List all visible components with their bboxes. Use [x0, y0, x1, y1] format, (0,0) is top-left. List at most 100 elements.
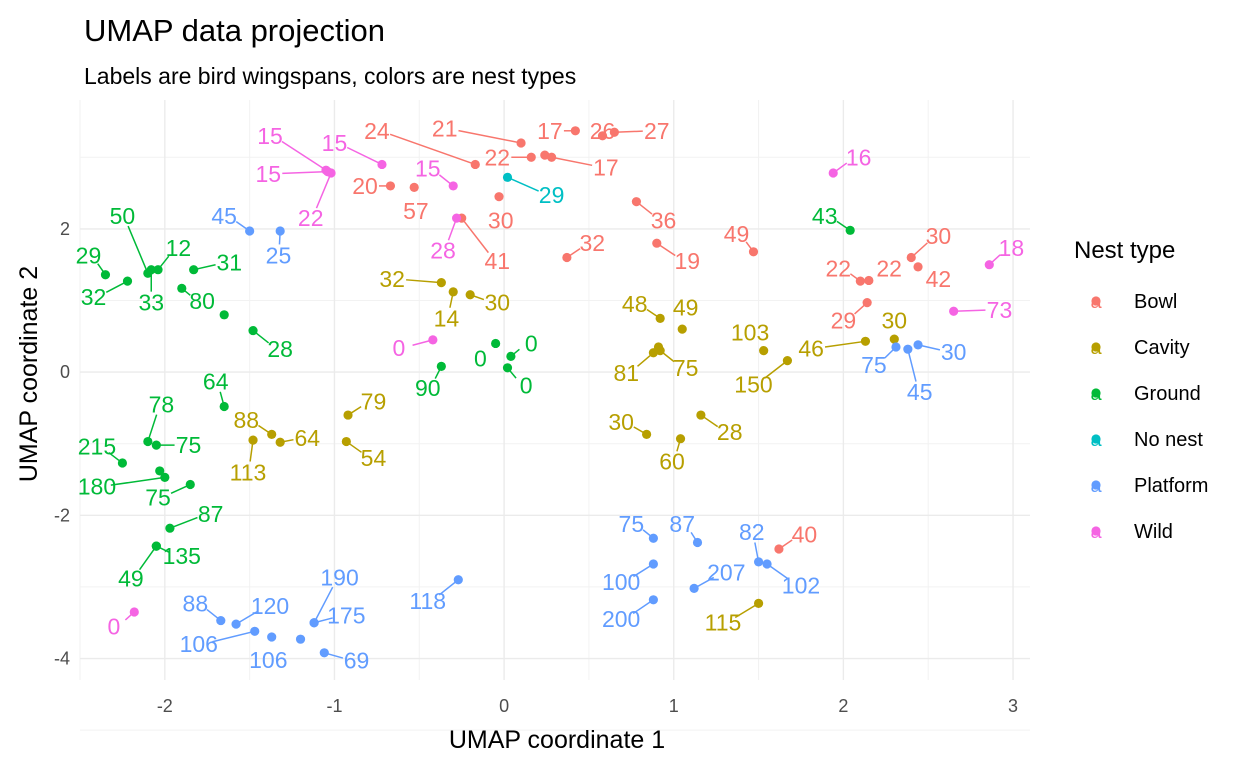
y-axis-title: UMAP coordinate 2: [15, 266, 43, 482]
chart-subtitle: Labels are bird wingspans, colors are ne…: [84, 63, 576, 89]
label-platform-5: 75: [619, 511, 645, 537]
leader-bowl-11: [461, 217, 489, 254]
legend-items: a Bowl a Cavity a Ground a No nest a Platform a Wil…: [1090, 291, 1208, 543]
label-cavity-2: 30: [485, 290, 511, 316]
point-cavity-10: [860, 336, 871, 346]
point-bowl-7: [547, 152, 557, 162]
label-cavity-8: 103: [731, 320, 769, 346]
point-bowl-19: [913, 262, 923, 272]
point-bowl-0: [516, 138, 526, 148]
x-tick-label: 2: [838, 696, 848, 716]
leader-cavity-10: [824, 340, 866, 348]
point-cavity-17: [642, 429, 652, 439]
label-bowl-15: 49: [724, 221, 750, 247]
label-bowl-21: 40: [792, 522, 818, 548]
point-bowl-20: [862, 298, 872, 308]
label-cavity-7: 75: [673, 355, 699, 381]
legend-label-no-nest: No nest: [1134, 429, 1203, 451]
point-ground-10: [491, 338, 501, 349]
legend: Nest type a Bowl a Cavity a Ground a No nest a Pl…: [1074, 237, 1208, 543]
point-bowl-15: [748, 247, 759, 257]
label-cavity-14: 88: [233, 407, 259, 433]
leader-ground-0: [127, 225, 149, 274]
grid-minor: [79, 100, 1030, 731]
label-bowl-16: 22: [826, 255, 852, 281]
label-ground-0: 50: [110, 203, 136, 229]
point-platform-10: [753, 557, 764, 567]
label-wild-9: 0: [393, 335, 406, 361]
point-ground-16: [151, 440, 161, 450]
y-tick-label: 2: [60, 219, 70, 239]
point-platform-4: [913, 340, 923, 350]
point-platform-2: [891, 342, 901, 352]
legend-label-wild: Wild: [1134, 521, 1173, 543]
y-tick-label: -2: [54, 505, 70, 525]
leader-cavity-0: [406, 279, 442, 284]
point-bowl-3: [609, 127, 619, 137]
point-cavity-14: [267, 429, 277, 439]
point-platform-6: [692, 537, 703, 548]
point-ground-8: [248, 325, 258, 336]
point-platform-19: [309, 618, 319, 628]
legend-item-cavity: a Cavity: [1090, 337, 1189, 359]
label-wild-10: 0: [108, 613, 121, 639]
point-bowl-5: [526, 152, 536, 162]
legend-glyph-wild: a: [1090, 521, 1102, 543]
point-wild-7: [984, 260, 994, 270]
point-ground-13: [436, 361, 446, 371]
point-ground-14: [219, 401, 229, 412]
point-ground-20: [185, 479, 195, 490]
label-cavity-18: 60: [659, 449, 685, 475]
leader-wild-0: [281, 140, 327, 171]
label-bowl-13: 19: [675, 248, 701, 274]
label-leader-lines: [97, 129, 1001, 659]
label-wild-4: 15: [415, 156, 441, 182]
label-cavity-19: 28: [717, 419, 743, 445]
leader-bowl-4: [389, 133, 476, 166]
legend-item-platform: a Platform: [1090, 475, 1208, 497]
label-platform-4: 30: [941, 339, 967, 365]
label-ground-21: 87: [198, 501, 224, 527]
label-ground-1: 12: [166, 235, 192, 261]
label-platform-1: 25: [266, 242, 292, 268]
label-cavity-17: 30: [608, 409, 634, 435]
point-ground-17: [117, 458, 128, 468]
label-ground-6: 80: [189, 288, 215, 314]
leader-bowl-0: [458, 129, 522, 144]
point-bowl-9: [409, 182, 419, 192]
label-platform-16: 106: [249, 647, 287, 673]
point-cavity-7: [655, 346, 665, 356]
point-cavity-20: [753, 598, 764, 608]
label-wild-3: 22: [298, 205, 324, 231]
legend-glyph-cavity: a: [1090, 337, 1102, 359]
label-ground-13: 90: [415, 375, 441, 401]
point-platform-1: [275, 226, 285, 236]
point-platform-12: [453, 575, 463, 585]
point-ground-23: [151, 541, 161, 551]
label-platform-18: 190: [320, 565, 358, 591]
label-platform-9: 207: [707, 560, 745, 586]
legend-label-platform: Platform: [1134, 475, 1208, 497]
label-platform-10: 82: [739, 519, 765, 545]
point-ground-15: [143, 436, 153, 447]
x-tick-label: -1: [326, 696, 342, 716]
label-platform-14: 120: [251, 593, 289, 619]
label-platform-7: 100: [602, 569, 640, 595]
label-bowl-10: 30: [488, 207, 514, 233]
legend-dot-ground: [1091, 388, 1101, 398]
leader-ground-21: [169, 516, 198, 529]
point-bowl-1: [570, 126, 580, 136]
label-ground-16: 75: [176, 432, 202, 458]
leader-wild-3: [315, 172, 332, 209]
point-platform-5: [648, 533, 658, 543]
label-ground-11: 0: [525, 330, 538, 356]
point-cavity-9: [782, 356, 793, 366]
label-wild-0: 15: [257, 123, 283, 149]
label-platform-0: 45: [211, 203, 237, 229]
label-platform-11: 102: [782, 572, 820, 598]
point-bowl-21: [774, 544, 784, 554]
point-ground-18: [155, 466, 165, 476]
point-wild-5: [452, 213, 462, 223]
leader-no-nest-0: [507, 176, 539, 192]
